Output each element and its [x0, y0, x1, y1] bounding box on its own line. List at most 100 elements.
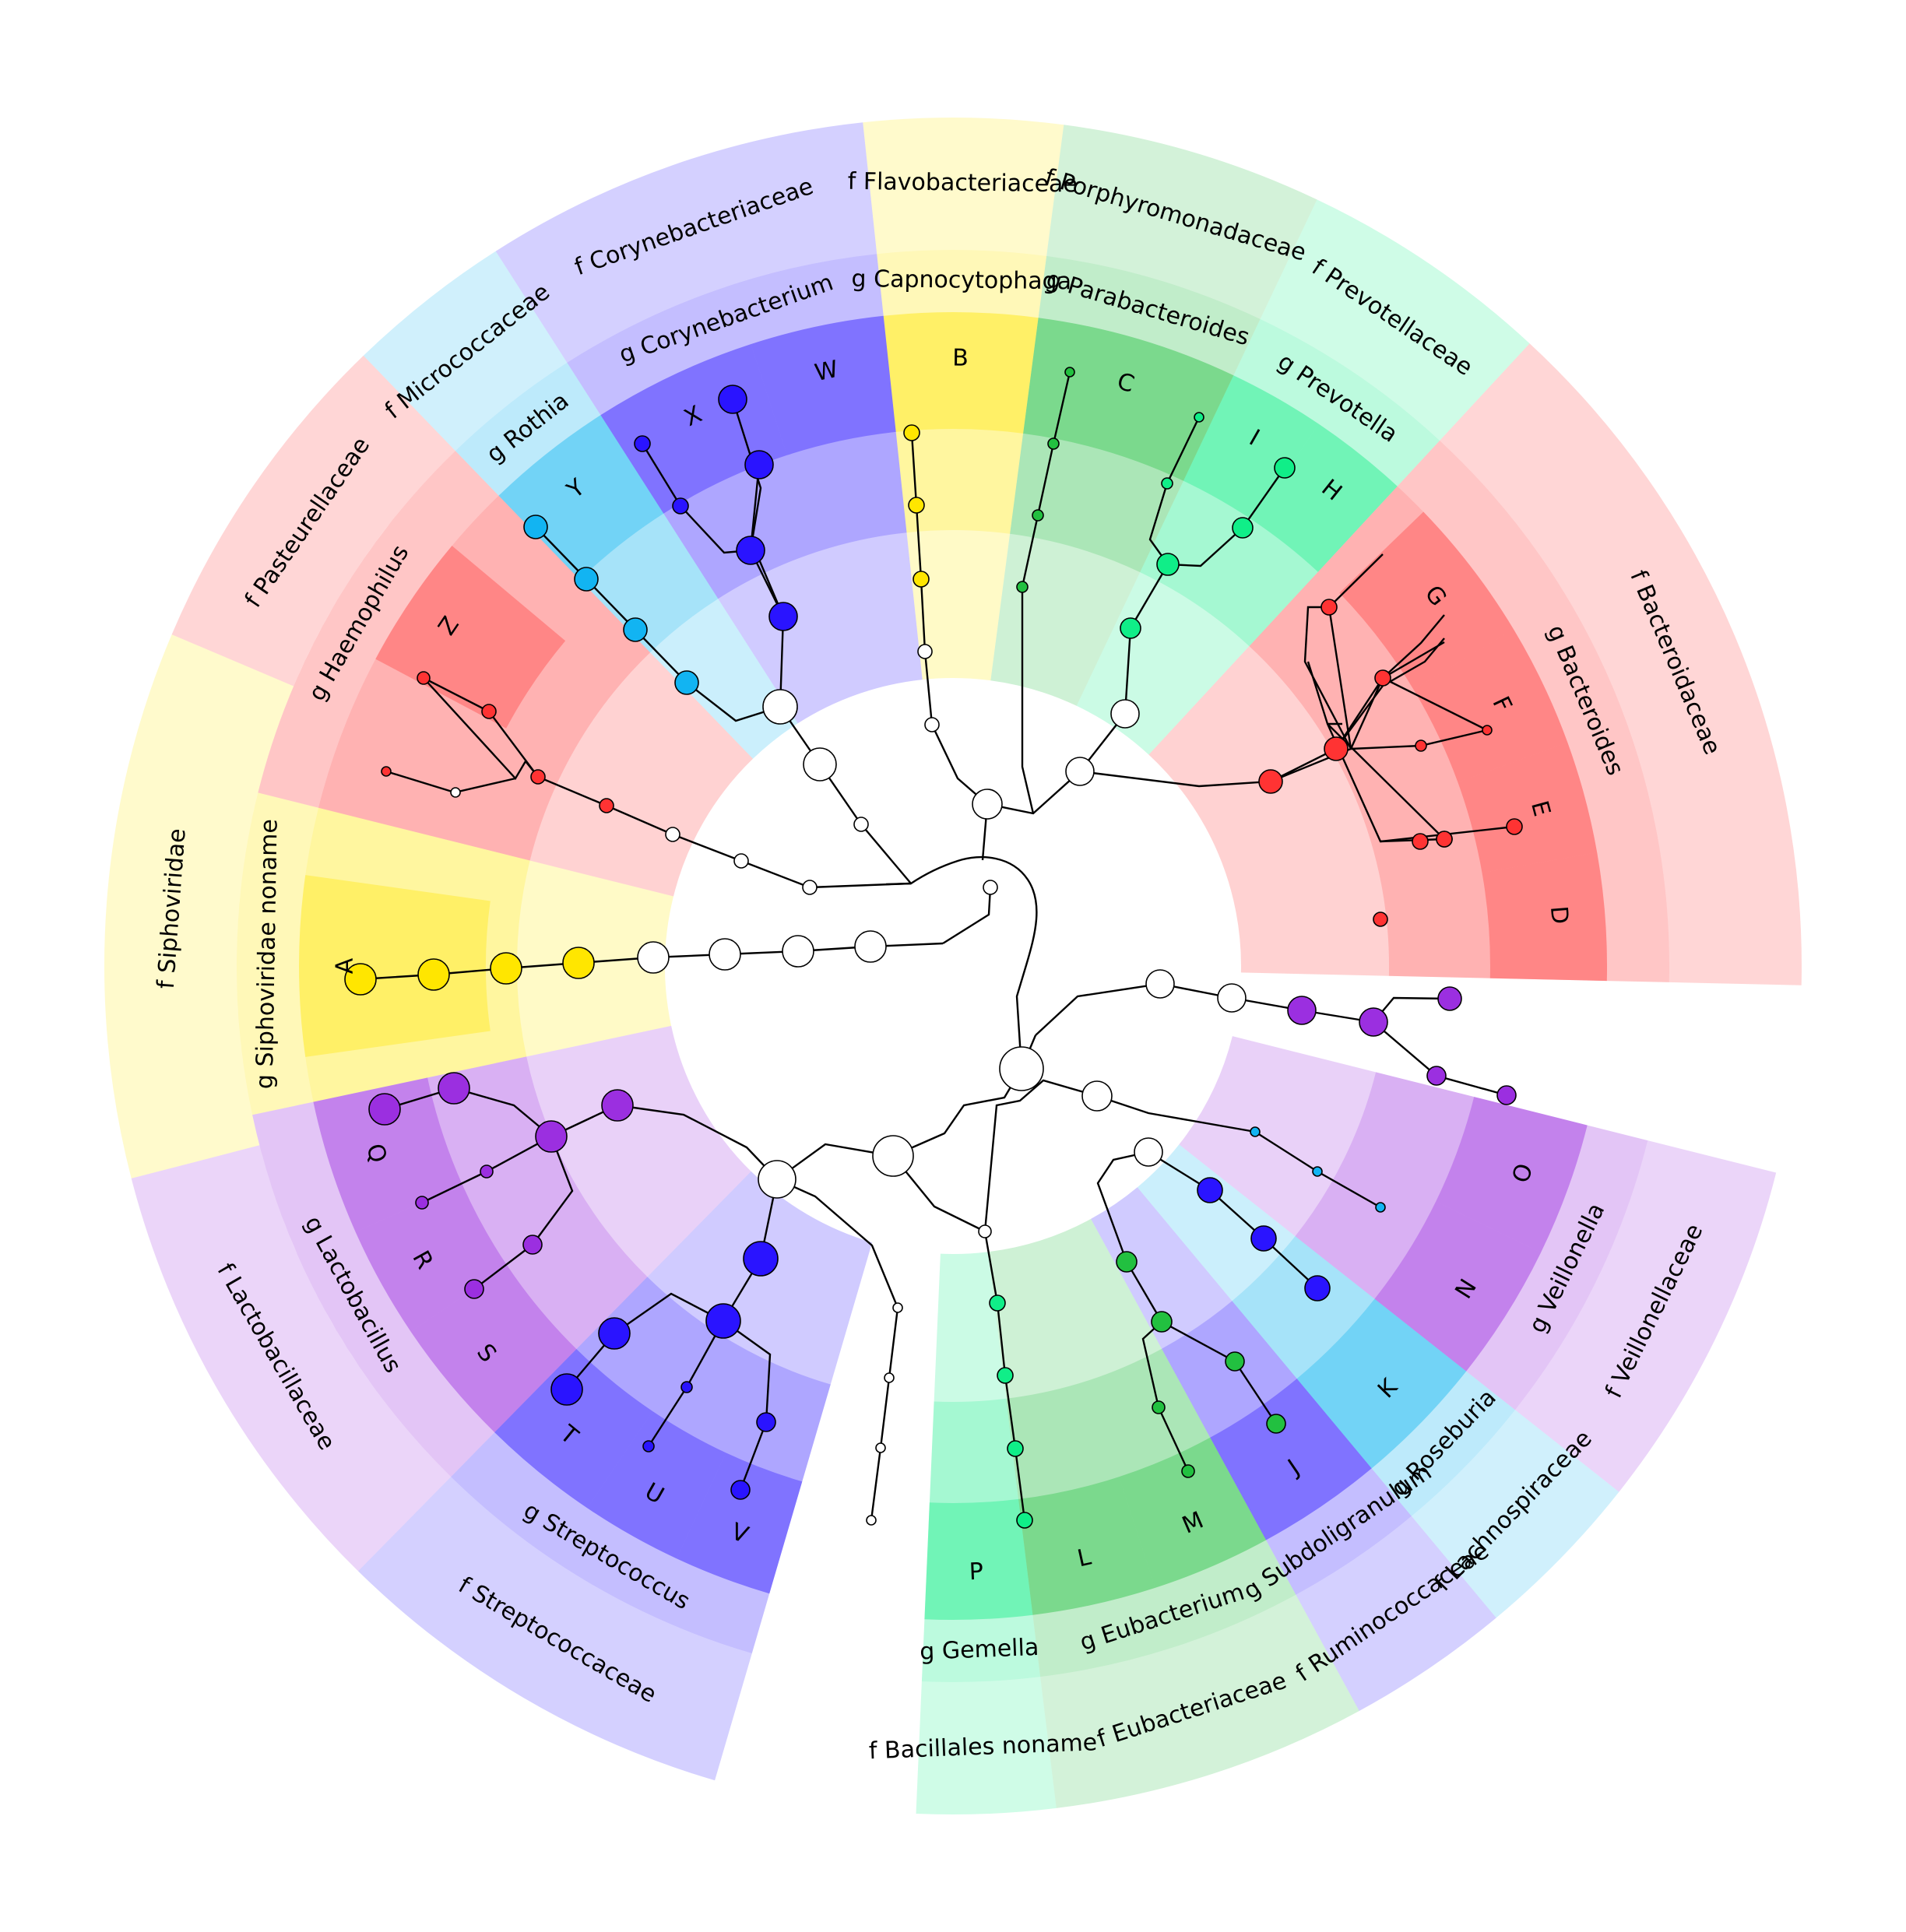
family-band-ruminococcaceae [1296, 1516, 1496, 1711]
internal-node [1081, 1080, 1113, 1112]
internal-node [803, 747, 837, 782]
genus-band-ruminococcaceae [1266, 1468, 1412, 1595]
internal-node [917, 644, 933, 659]
taxon-node [1225, 1351, 1245, 1372]
mid-band-flavobacteriaceae [883, 312, 1039, 534]
taxon-node [1324, 736, 1349, 761]
taxon-node [1194, 412, 1204, 423]
mid-band-prevotellaceae [1140, 375, 1398, 647]
taxon-node [1152, 1400, 1166, 1414]
taxon-node [1232, 517, 1254, 539]
mid-band-bacteroidaceae [1249, 486, 1608, 982]
taxon-node [1496, 1085, 1517, 1105]
taxon-node [908, 497, 925, 514]
taxon-node [1274, 457, 1296, 479]
genus-band-porphyromonadaceae [1038, 255, 1261, 376]
taxon-node [1374, 669, 1391, 687]
family-band-siphoviridae [104, 634, 294, 1179]
inner-band-bacteroidaceae [1148, 486, 1608, 982]
tree-nodes [344, 367, 1523, 1529]
taxon-node [989, 1294, 1006, 1312]
tree-edge [473, 1136, 574, 1290]
leaf-label-P: P [969, 1558, 983, 1586]
taxon-node [1415, 739, 1427, 752]
species-wedge-N [1374, 1201, 1541, 1372]
genus-band-streptococcaceae [451, 1432, 770, 1653]
tree-edge [1270, 553, 1384, 783]
tree-edge [1335, 638, 1445, 750]
species-wedge-H [1253, 423, 1398, 572]
taxon-node [417, 958, 450, 991]
species-wedge-K [1296, 1298, 1467, 1469]
internal-node [709, 938, 741, 971]
taxon-node [562, 947, 595, 979]
genus-band-lactobacillaceae [252, 1101, 495, 1477]
taxon-node [574, 567, 599, 592]
inner-band-porphyromonadaceae [990, 318, 1234, 706]
tree-edge [1327, 723, 1445, 840]
taxon-node [903, 424, 920, 441]
tree-edge [1382, 641, 1445, 680]
inner-band-corynebacteriaceae [600, 315, 923, 724]
family-band-porphyromonadaceae [1046, 125, 1317, 319]
taxon-node [634, 435, 651, 452]
inner-band-lachnospiraceae [1137, 1144, 1467, 1469]
leaf-label-B: B [952, 344, 969, 371]
species-wedge-R [355, 1184, 508, 1332]
taxon-node [415, 1196, 429, 1210]
genus-band-lachnospiraceae [1371, 1371, 1515, 1516]
taxon-node [743, 1241, 779, 1277]
mid-band-lachnospiraceae [1232, 1236, 1467, 1469]
genus-label-gemella: g Gemella [920, 1634, 1039, 1666]
internal-node [875, 1442, 886, 1453]
leaf-label-W: W [812, 356, 840, 387]
internal-node [782, 935, 814, 968]
tree-edge [860, 824, 912, 884]
mid-band-pasteurellaceae [318, 495, 650, 861]
taxon-node [623, 617, 648, 642]
tree-edge [617, 1104, 778, 1180]
mid-band-siphoviridae [299, 807, 530, 1102]
species-wedge-Q [313, 1077, 462, 1232]
taxon-node [1250, 1126, 1261, 1137]
taxon-node [756, 1412, 776, 1432]
taxon-node [730, 1480, 751, 1500]
tree-edge [421, 1104, 618, 1204]
family-band-corynebacteriaceae [495, 122, 877, 363]
taxon-node [601, 1089, 634, 1122]
inner-band-micrococcaceae [498, 415, 798, 759]
family-label-flavobacteriaceae: f Flavobacteriaceae [848, 168, 1078, 198]
taxon-node [1151, 1311, 1173, 1333]
clade-bands [104, 118, 1802, 1815]
taxon-node [464, 1279, 484, 1299]
genus-label-siphoviridae_noname: g Siphoviridae noname [251, 819, 283, 1090]
taxon-node [522, 1235, 543, 1255]
mid-band-bacillales [924, 1398, 1033, 1620]
taxon-node [1181, 1464, 1195, 1478]
tree-edge [384, 1087, 552, 1137]
taxon-node [674, 670, 699, 695]
family-band-streptococcaceae [358, 1477, 752, 1781]
taxon-node [1120, 617, 1141, 639]
species-wedge-B [883, 312, 1039, 434]
family-band-flavobacteriaceae [863, 118, 1064, 256]
internal-node [1134, 1137, 1163, 1167]
taxon-node [1359, 1007, 1388, 1037]
tree-edge [776, 1068, 1023, 1180]
taxon-node [1375, 1202, 1386, 1213]
tree-edge [885, 855, 1038, 1070]
tree-edge [1148, 416, 1201, 565]
mid-band-porphyromonadaceae [1010, 318, 1234, 573]
species-wedge-F [1413, 629, 1568, 782]
species-wedge-W [751, 315, 896, 455]
taxon-node [997, 1367, 1014, 1384]
tree-edge [1035, 982, 1374, 1036]
taxon-node [680, 1381, 693, 1393]
family-band-bacillales [916, 1677, 1057, 1815]
mid-band-eubacteriaceae [1006, 1348, 1267, 1615]
taxon-node [598, 1317, 631, 1350]
family-band-bacteroidaceae [1440, 343, 1802, 985]
genus-band-prevotellaceae [1233, 318, 1440, 487]
taxon-node [599, 798, 614, 813]
